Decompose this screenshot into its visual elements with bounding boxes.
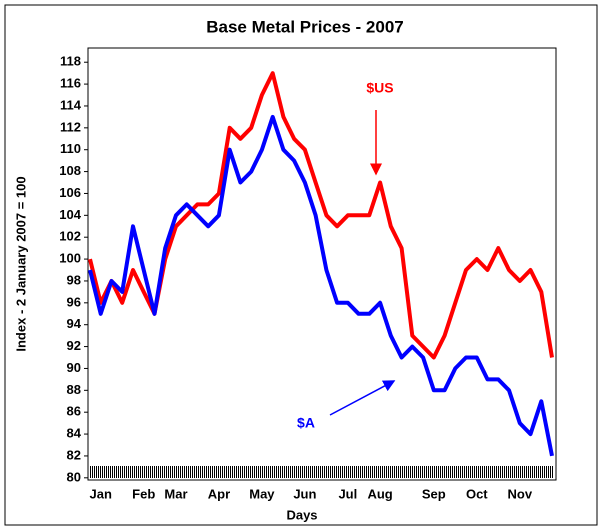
y-tick-label: 116	[60, 76, 81, 91]
annotation: $US	[366, 80, 393, 96]
y-tick-label: 90	[67, 360, 81, 375]
annotation: $A	[297, 415, 315, 431]
plot-area	[87, 47, 557, 481]
y-tick-label: 108	[59, 163, 81, 178]
x-tick-label: Jun	[293, 486, 316, 501]
y-tick-label: 80	[67, 469, 81, 484]
y-tick-label: 82	[67, 447, 81, 462]
y-axis-label: Index - 2 January 2007 = 100	[13, 176, 28, 351]
x-tick-label: May	[249, 486, 275, 501]
x-tick-label: Apr	[208, 486, 230, 501]
y-tick-label: 96	[67, 294, 81, 309]
x-tick-label: Jul	[338, 486, 357, 501]
x-tick-label: Sep	[422, 486, 446, 501]
arrow	[329, 380, 396, 416]
y-tick-label: 100	[59, 251, 81, 266]
x-tick-label: Nov	[507, 486, 532, 501]
x-axis-label: Days	[286, 507, 317, 522]
y-tick-label: 102	[59, 229, 81, 244]
y-tick-label: 112	[60, 119, 81, 134]
y-tick-label: 98	[67, 272, 81, 287]
y-tick-label: 86	[67, 404, 81, 419]
y-tick-label: 104	[59, 207, 81, 222]
y-tick-label: 84	[67, 426, 82, 441]
x-tick-label: Mar	[164, 486, 187, 501]
x-tick-label: Feb	[132, 486, 155, 501]
y-tick-label: 92	[67, 338, 81, 353]
y-tick-label: 114	[60, 97, 82, 112]
y-tick-label: 88	[67, 382, 81, 397]
y-tick-label: 110	[60, 141, 81, 156]
series-line	[88, 71, 554, 360]
x-tick-label: Oct	[466, 486, 488, 501]
series-line	[88, 114, 554, 457]
y-tick-label: 118	[60, 54, 81, 69]
day-ticks	[90, 466, 554, 478]
x-tick-label: Jan	[90, 486, 112, 501]
x-tick-label: Aug	[367, 486, 392, 501]
y-tick-label: 94	[67, 316, 82, 331]
chart-title: Base Metal Prices - 2007	[206, 17, 404, 36]
y-tick-label: 106	[59, 185, 81, 200]
